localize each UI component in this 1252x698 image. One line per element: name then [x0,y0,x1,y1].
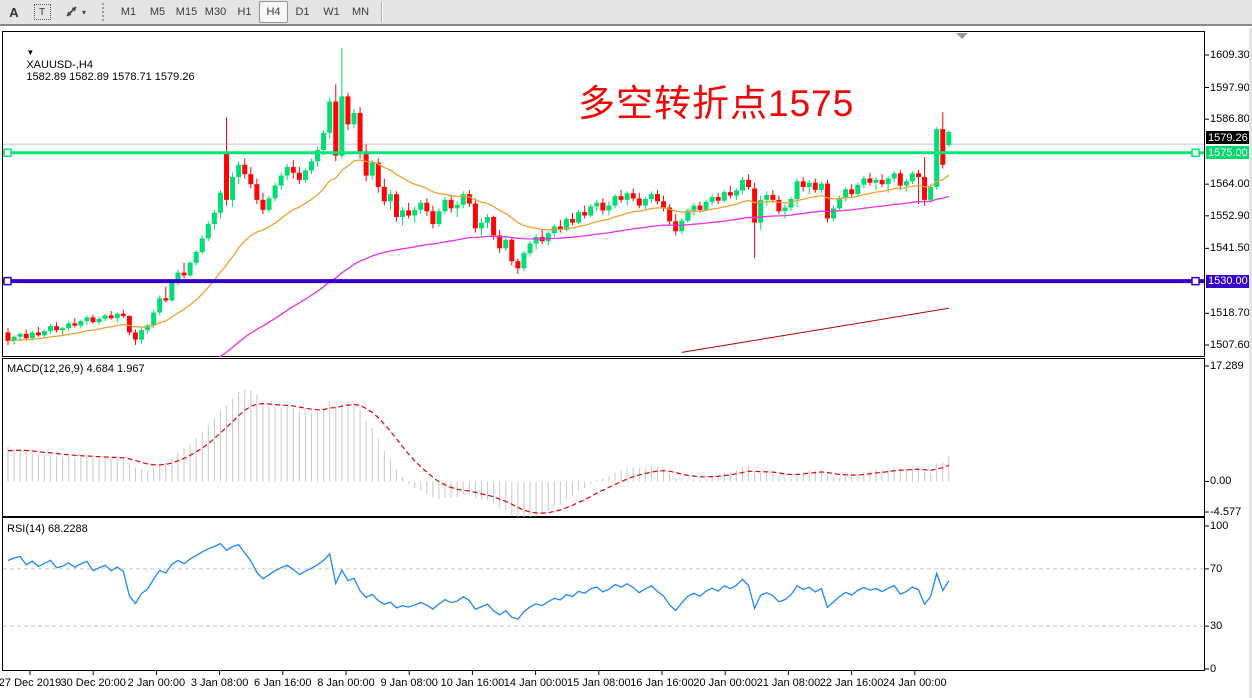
candlestick-series [5,47,952,345]
rsi-panel-border [2,517,1205,671]
time-axis-label: 15 Jan 08:00 [566,677,631,689]
price-scale-tick: 1507.60 [1210,339,1250,351]
price-panel[interactable] [3,47,1204,464]
price-scale-tick: 1586.80 [1210,113,1250,126]
ma-fast-line [7,159,950,342]
hline-handle[interactable] [1191,148,1200,158]
timeframe-button-w1[interactable]: W1 [323,6,340,18]
rsi-indicator-label: RSI(14) 68.2288 [7,523,88,535]
rsi-scale-tick: 30 [1210,620,1223,633]
time-axis-label: 10 Jan 16:00 [440,677,505,689]
font-tool-button[interactable]: A [9,4,19,20]
hline-handle[interactable] [3,148,12,158]
time-axis-label: 8 Jan 00:00 [317,677,375,689]
diagonal-arrows-icon [66,6,77,17]
rsi-scale-tick: 100 [1210,520,1229,532]
cursor-arrows-button[interactable]: ▾ [57,1,93,23]
ma-slow-line [218,195,950,357]
level-price-badge: 1575.00 [1206,146,1250,160]
rsi-scale-tick: 70 [1210,562,1223,575]
timeframe-button-m15[interactable]: M15 [175,6,198,18]
ohlc-readout: 1582.89 1582.89 1578.71 1579.26 [26,71,195,83]
timeframe-button-group: M1 M5 M15 M30 H1 H4 D1 W1 MN [114,1,375,23]
window-edge [1249,28,1252,698]
time-axis-label: 14 Jan 00:00 [503,677,568,689]
price-scale-tick: 1609.30 [1210,49,1250,61]
time-axis-label: 2 Jan 00:00 [127,677,186,689]
timeframe-button-h1[interactable]: H1 [237,6,252,18]
hline-handle[interactable] [3,276,12,286]
time-axis-label: 9 Jan 08:00 [380,677,438,689]
chart-canvas[interactable] [0,28,1252,698]
toolbar: A T ▾ M1 M5 M15 M30 H1 H4 D1 W1 MN [0,0,1252,26]
macd-panel[interactable] [7,389,950,521]
time-axis-label: 20 Jan 00:00 [693,677,757,689]
toolbar-separator [381,2,383,22]
price-scale-tick: 1564.00 [1210,178,1250,191]
time-axis-label: 24 Jan 00:00 [882,677,947,689]
time-axis-label: 27 Dec 2019 [0,677,62,689]
macd-scale-tick: -4.577 [1210,506,1242,518]
dropdown-caret-icon: ▾ [81,7,86,17]
time-axis-label: 22 Jan 16:00 [819,677,884,689]
chart-symbol-title: ▼ XAUUSD-,H4 1582.89 1582.89 1578.71 157… [8,35,195,95]
text-box-icon: T [33,4,51,20]
price-panel-border [2,31,1205,357]
rsi-scale-tick: 0 [1210,663,1217,675]
time-axis-label: 30 Dec 20:00 [60,677,126,689]
collapse-triangle-icon[interactable]: ▼ [26,48,35,57]
timeframe-button-m30[interactable]: M30 [204,6,227,18]
rsi-panel[interactable] [3,542,1204,627]
timeframe-button-d1[interactable]: D1 [295,6,310,18]
price-scale-tick: 1597.90 [1210,81,1250,94]
macd-indicator-label: MACD(12,26,9) 4.684 1.967 [7,363,145,375]
time-axis-label: 3 Jan 08:00 [190,677,249,689]
timeframe-button-mn[interactable]: MN [351,6,370,18]
timeframe-button-h4[interactable]: H4 [259,1,288,23]
time-axis-label: 21 Jan 08:00 [756,677,821,689]
macd-scale-tick: 17.289 [1210,360,1244,372]
timeframe-button-m5[interactable]: M5 [149,6,166,18]
time-axis-label: 16 Jan 16:00 [630,677,694,689]
macd-scale-tick: 0.00 [1210,475,1232,488]
hline-handle[interactable] [1191,276,1200,286]
trendline[interactable] [681,307,949,353]
current-price-badge: 1579.26 [1206,131,1250,145]
chart-shift-marker-icon[interactable] [956,33,968,39]
symbol-period-label: XAUUSD-,H4 [26,59,93,71]
axis-ticks [29,54,1209,675]
price-scale-tick: 1541.50 [1210,242,1250,255]
macd-panel-border [2,358,1205,517]
macd-signal-line [7,403,950,514]
price-scale-tick: 1552.90 [1210,209,1250,222]
level-price-badge: 1530.00 [1206,274,1250,288]
price-scale-tick: 1518.70 [1210,307,1250,320]
chart-area[interactable]: ▼ XAUUSD-,H4 1582.89 1582.89 1578.71 157… [0,28,1252,698]
toolbar-drag-handle[interactable] [102,3,108,21]
text-box-tool-button[interactable]: T [29,1,55,23]
chart-text-annotation[interactable]: 多空转折点1575 [578,83,855,124]
timeframe-button-m1[interactable]: M1 [120,6,137,18]
time-axis-label: 6 Jan 16:00 [254,677,312,689]
rsi-line [7,542,950,621]
